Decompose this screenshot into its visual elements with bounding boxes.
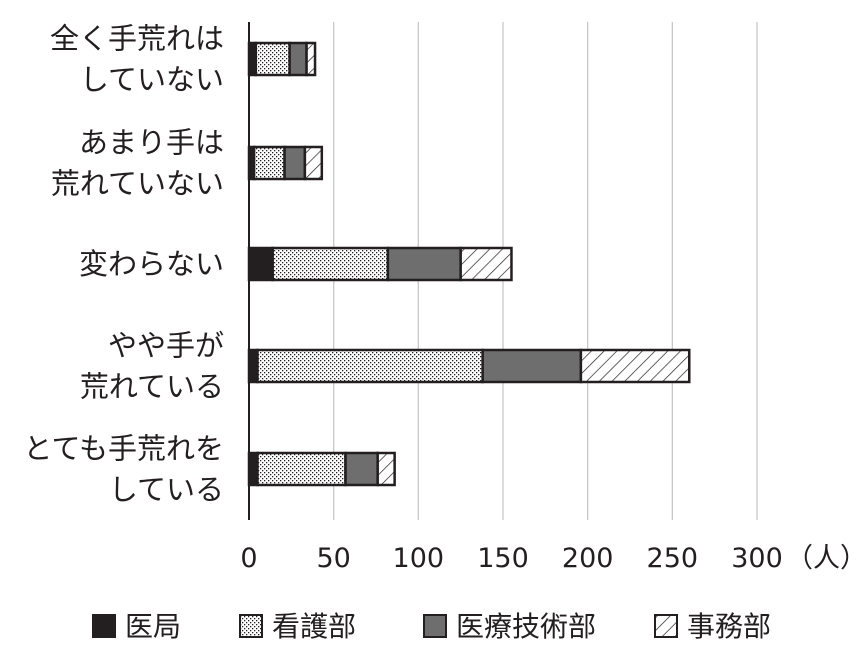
bar-group xyxy=(247,451,396,487)
bar-segment xyxy=(252,145,286,181)
category-label: していない xyxy=(80,63,224,97)
bar-segment xyxy=(283,145,307,181)
category-label: 荒れている xyxy=(80,370,224,404)
legend-swatch xyxy=(92,614,116,638)
bar-segment xyxy=(271,246,390,282)
bar-segment xyxy=(247,348,259,384)
legend-label: 医局 xyxy=(125,610,181,643)
x-tick-label: 0 xyxy=(240,543,257,574)
bar-segment xyxy=(288,41,308,77)
bar-segment xyxy=(256,451,347,487)
x-tick-label: 250 xyxy=(647,543,699,574)
bars xyxy=(247,41,691,487)
category-label: 全く手荒れは xyxy=(50,22,224,56)
legend-item: 医局 xyxy=(92,610,181,643)
legend-label: 医療技術部 xyxy=(456,610,596,643)
x-tick-label: 200 xyxy=(562,543,614,574)
bar-segment xyxy=(305,41,317,77)
legend-swatch xyxy=(423,614,447,638)
bar-segment xyxy=(254,41,291,77)
bar-group xyxy=(247,246,513,282)
category-label: とても手荒れを xyxy=(23,432,224,466)
category-label: やや手が xyxy=(108,329,224,363)
category-labels: 全く手荒れはしていないあまり手は荒れていない変わらないやや手が荒れているとても手… xyxy=(23,22,224,507)
category-label: あまり手は xyxy=(79,126,224,160)
bar-group xyxy=(247,145,324,181)
bar-segment xyxy=(579,348,691,384)
x-unit-label: （人） xyxy=(786,543,860,574)
category-label: している xyxy=(109,473,224,507)
x-tick-label: 300 xyxy=(731,543,783,574)
bar-segment xyxy=(303,145,324,181)
legend-item: 事務部 xyxy=(654,610,771,643)
bar-group xyxy=(247,41,317,77)
bar-segment xyxy=(481,348,583,384)
bar-segment xyxy=(376,451,396,487)
category-label: 変わらない xyxy=(79,247,224,281)
x-axis-ticks: 0 50 100 150 200 250 300 （人） xyxy=(240,543,860,574)
legend-label: 事務部 xyxy=(687,610,771,643)
legend-item: 看護部 xyxy=(239,610,356,643)
legend: 医局 看護部 医療技術部 事務部 xyxy=(92,610,771,643)
legend-label: 看護部 xyxy=(272,610,356,643)
category-label: 荒れていない xyxy=(51,167,224,201)
legend-swatch xyxy=(654,614,678,638)
bar-group xyxy=(247,348,691,384)
bar-segment xyxy=(247,451,259,487)
x-tick-label: 150 xyxy=(477,543,529,574)
bar-segment xyxy=(459,246,513,282)
bar-segment xyxy=(247,246,274,282)
bar-segment xyxy=(256,348,484,384)
bar-segment xyxy=(386,246,462,282)
x-tick-label: 50 xyxy=(316,543,350,574)
bar-segment xyxy=(344,451,379,487)
legend-swatch xyxy=(239,614,263,638)
x-tick-label: 100 xyxy=(393,543,445,574)
legend-item: 医療技術部 xyxy=(423,610,596,643)
